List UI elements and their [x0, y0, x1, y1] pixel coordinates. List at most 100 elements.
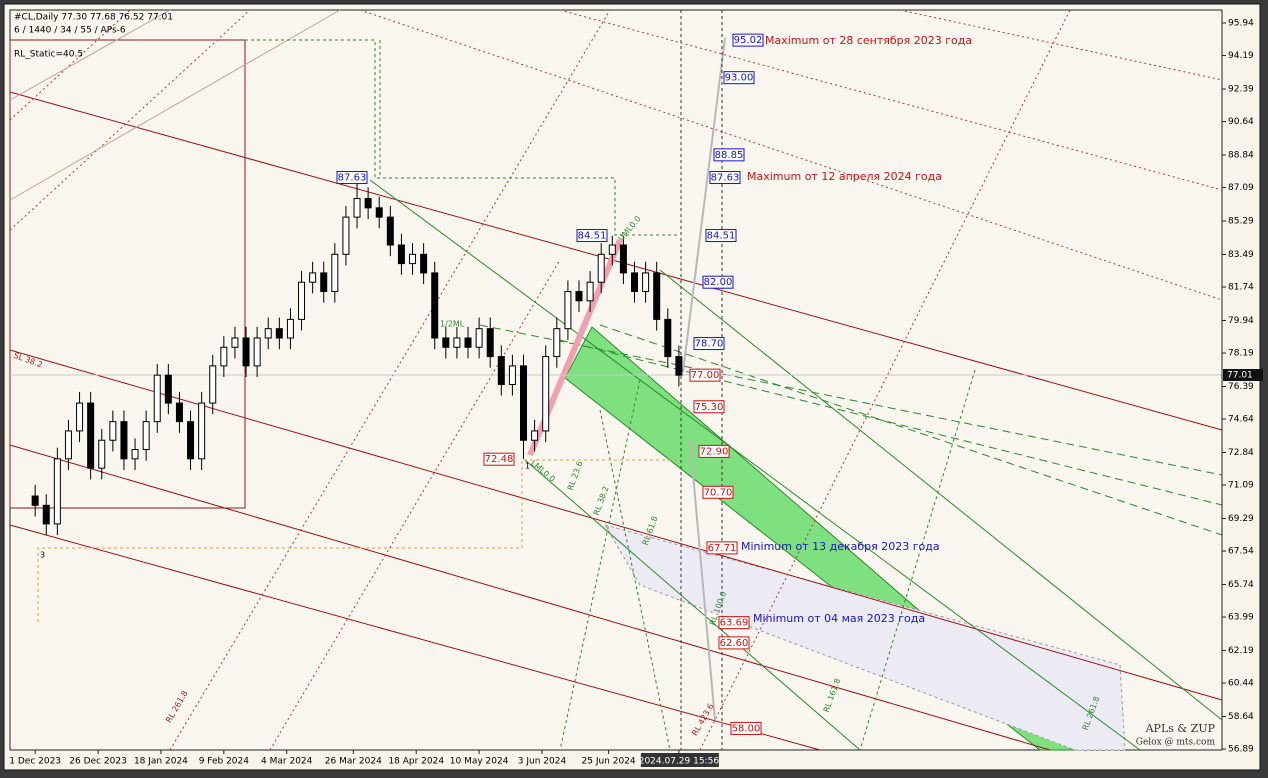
level-label: 87.63 — [711, 173, 740, 184]
candle-body — [253, 337, 261, 367]
level-label: 82.00 — [704, 277, 733, 288]
candle-body — [98, 439, 106, 469]
green-dash — [599, 324, 1223, 536]
green-dash — [559, 339, 1223, 506]
dashed-line — [9, 9, 251, 231]
y-tick-label: 79.94 — [1228, 316, 1254, 326]
dashed-line — [9, 9, 131, 121]
candle-body — [164, 374, 172, 404]
x-tick-label: 25 Jun 2024 — [582, 757, 636, 767]
y-tick-label: 83.49 — [1228, 250, 1254, 260]
candle-body — [242, 337, 250, 367]
fib-label: 1/2ML — [440, 320, 465, 329]
candle-body — [342, 216, 350, 255]
candle-body — [375, 207, 383, 218]
y-tick-label: 65.74 — [1228, 580, 1254, 590]
level-label: 63.69 — [720, 618, 749, 629]
trend-line — [9, 349, 1223, 701]
candle-body — [298, 281, 306, 320]
level-box — [713, 148, 745, 162]
level-label: 67.71 — [708, 543, 737, 554]
candle-body — [553, 328, 561, 358]
candle-body — [53, 458, 61, 525]
ray — [9, 9, 341, 201]
candle-body — [409, 253, 417, 265]
level-label: 62.60 — [720, 638, 749, 649]
level-label: 78.70 — [695, 339, 724, 350]
note: Maximum от 12 апреля 2024 года — [747, 170, 942, 183]
level-label: 88.85 — [715, 150, 744, 161]
level-box — [723, 71, 755, 85]
box — [9, 39, 246, 509]
trend-line — [9, 444, 1051, 751]
candle-body — [475, 328, 483, 348]
y-tick-label: 67.54 — [1228, 547, 1254, 557]
y-tick-label: 58.64 — [1228, 712, 1254, 722]
level-label: 58.00 — [732, 723, 761, 734]
y-tick-label: 76.39 — [1228, 382, 1254, 392]
candle-body — [309, 272, 317, 283]
candle-body — [664, 318, 672, 358]
green-dot — [599, 409, 671, 751]
candle-body — [320, 272, 328, 292]
y-tick-label: 85.29 — [1228, 217, 1254, 227]
candle-body — [109, 421, 117, 441]
candle-body — [331, 253, 339, 292]
y-tick-label: 81.74 — [1228, 283, 1254, 293]
level-label: 84.51 — [707, 231, 736, 242]
trend-line — [9, 524, 821, 751]
decorations — [9, 9, 1223, 751]
level-box — [718, 636, 750, 650]
subheader: 6 / 1440 / 34 / 55 / APs-6 — [14, 26, 126, 36]
y-tick-label: 92.39 — [1228, 85, 1254, 95]
candle-body — [453, 337, 461, 348]
trend-line — [9, 91, 1223, 431]
candle-body — [420, 253, 428, 274]
candle-body — [597, 253, 605, 283]
level-label: 84.51 — [578, 231, 607, 242]
candle-body — [175, 402, 183, 423]
level-box — [705, 229, 737, 243]
y-tick-label: 78.19 — [1228, 349, 1254, 359]
x-tick-label: 10 May 2024 — [450, 757, 509, 767]
x-tick-label: 18 Apr 2024 — [388, 757, 444, 767]
y-tick-label: 60.44 — [1228, 679, 1254, 689]
x-tick-label: 9 Feb 2024 — [199, 757, 250, 767]
level-label: 75.30 — [695, 402, 724, 413]
level-label: 87.63 — [338, 173, 367, 184]
candle-body — [653, 272, 661, 320]
level-box — [702, 275, 734, 289]
x-tick-label: 3 Jun 2024 — [518, 757, 567, 767]
level-label: 70.70 — [704, 487, 733, 498]
x-tick-label: 4 Mar 2024 — [261, 757, 313, 767]
candle-body — [198, 402, 206, 460]
y-tick-label: 88.84 — [1228, 151, 1254, 161]
candle-body — [64, 430, 72, 460]
x-tick-label: 26 Dec 2023 — [69, 757, 127, 767]
candle-body — [464, 337, 472, 348]
ray — [9, 9, 171, 101]
candle-body — [575, 290, 583, 302]
candle-body — [542, 356, 550, 432]
candle-body — [497, 356, 505, 385]
y-tick-label: 87.09 — [1228, 183, 1254, 193]
candle-body — [531, 430, 539, 441]
level-box — [730, 721, 762, 735]
green-dot — [859, 369, 976, 751]
candle-body — [353, 198, 361, 218]
level-box — [718, 616, 750, 630]
orange-step — [37, 459, 680, 622]
note: Minimum от 04 мая 2023 года — [753, 612, 925, 625]
candle-body — [131, 449, 139, 460]
candle-body — [619, 244, 627, 274]
candle-body — [586, 281, 594, 302]
green-step — [245, 39, 680, 236]
grey-line — [682, 37, 726, 373]
candle-body — [608, 244, 616, 255]
green-line — [659, 269, 1223, 721]
y-tick-label: 95.94 — [1228, 19, 1254, 29]
candle-body — [275, 328, 283, 339]
level-box — [336, 171, 368, 185]
